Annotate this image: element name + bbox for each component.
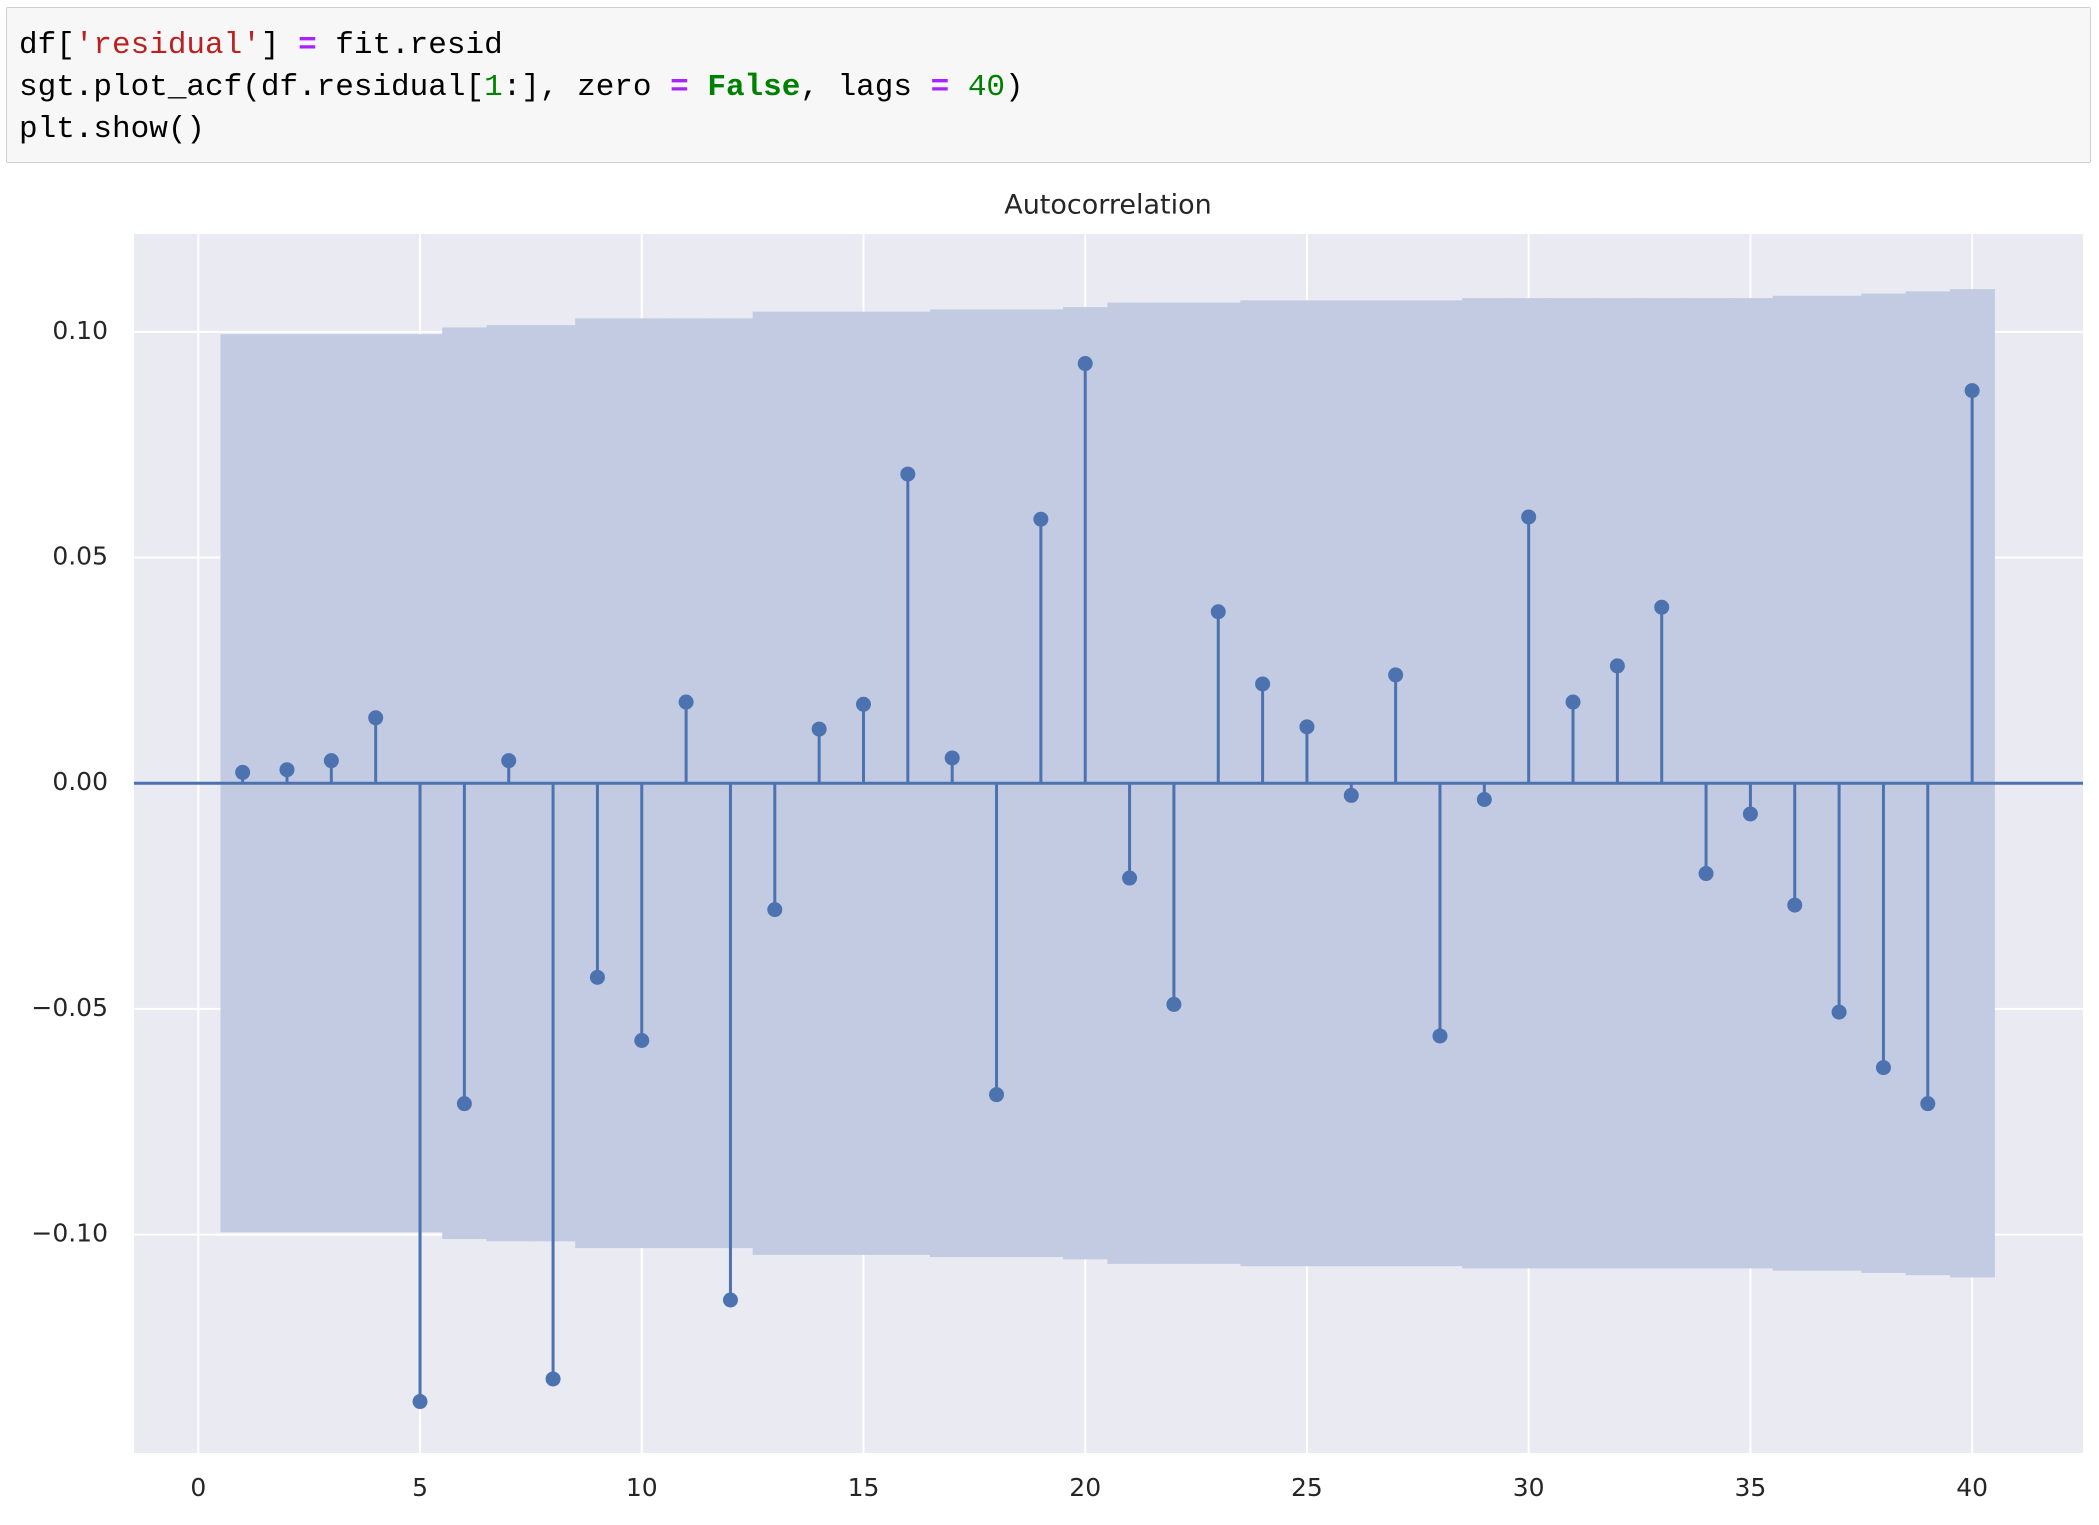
y-tick-label: −0.10 bbox=[31, 1219, 108, 1248]
stem-marker bbox=[855, 696, 871, 712]
code-token: 40 bbox=[967, 70, 1006, 105]
code-cell[interactable]: df['residual'] = fit.resid sgt.plot_acf(d… bbox=[6, 7, 2091, 163]
stem-marker bbox=[1388, 667, 1404, 683]
stem-marker bbox=[1077, 356, 1093, 372]
y-tick-label: 0.10 bbox=[52, 316, 108, 345]
stem-marker bbox=[1698, 866, 1714, 882]
stem-marker bbox=[1166, 996, 1182, 1012]
stem-marker bbox=[1255, 676, 1271, 692]
code-token: ) bbox=[1005, 70, 1024, 105]
x-tick-label: 15 bbox=[848, 1473, 880, 1502]
stem-marker bbox=[1210, 604, 1226, 620]
stem-marker bbox=[1920, 1096, 1936, 1112]
code-token: 1 bbox=[484, 70, 503, 105]
code-token: sgt.plot_acf(df.residual[ bbox=[19, 70, 485, 105]
code-token: 'residual' bbox=[74, 28, 261, 63]
code-token: :], zero bbox=[502, 70, 671, 105]
code-token: df[ bbox=[19, 28, 75, 63]
stem-marker bbox=[1122, 870, 1138, 886]
y-tick-label: 0.00 bbox=[52, 767, 108, 796]
code-token: ] bbox=[260, 28, 299, 63]
code-line: sgt.plot_acf(df.residual[1:], zero = Fal… bbox=[19, 68, 1024, 108]
y-tick-label: 0.05 bbox=[52, 542, 108, 571]
stem-marker bbox=[767, 902, 783, 918]
stem-marker bbox=[1609, 658, 1625, 674]
stem-marker bbox=[1875, 1060, 1891, 1076]
code-token: plt.show() bbox=[19, 112, 206, 147]
stem-marker bbox=[811, 721, 827, 737]
code-token: , lags bbox=[800, 70, 931, 105]
stem-marker bbox=[722, 1292, 738, 1308]
code-token: False bbox=[707, 70, 801, 105]
stem-marker bbox=[634, 1032, 650, 1048]
stem-marker bbox=[412, 1394, 428, 1410]
stem-marker bbox=[989, 1087, 1005, 1103]
stem-marker bbox=[1565, 694, 1581, 710]
x-tick-label: 10 bbox=[626, 1473, 658, 1502]
stem-marker bbox=[1521, 509, 1537, 525]
code-token: = bbox=[930, 70, 950, 105]
stem-marker bbox=[1831, 1004, 1847, 1020]
stem-marker bbox=[1742, 806, 1758, 822]
stem-marker bbox=[1964, 383, 1980, 399]
x-tick-label: 40 bbox=[1956, 1473, 1988, 1502]
y-tick-label: −0.05 bbox=[31, 993, 108, 1022]
x-tick-label: 35 bbox=[1734, 1473, 1766, 1502]
x-tick-label: 0 bbox=[190, 1473, 206, 1502]
stem-marker bbox=[678, 694, 694, 710]
code-token: fit.resid bbox=[316, 28, 503, 63]
stem-marker bbox=[501, 753, 517, 769]
stem-marker bbox=[1033, 511, 1049, 527]
code-token: = bbox=[670, 70, 689, 105]
code-line: df['residual'] = fit.resid bbox=[19, 26, 503, 66]
stem-marker bbox=[235, 764, 251, 780]
stem-marker bbox=[944, 750, 960, 766]
stem-marker bbox=[279, 762, 295, 778]
stem-marker bbox=[1476, 791, 1492, 807]
code-line: plt.show() bbox=[19, 110, 205, 150]
stem-marker bbox=[1299, 719, 1315, 735]
stem-marker bbox=[1787, 897, 1803, 913]
x-tick-label: 30 bbox=[1513, 1473, 1545, 1502]
stem-marker bbox=[368, 710, 384, 726]
stem-marker bbox=[1654, 599, 1670, 615]
stem-marker bbox=[1343, 787, 1359, 803]
stem-marker bbox=[900, 466, 916, 482]
x-tick-label: 20 bbox=[1069, 1473, 1101, 1502]
stem-marker bbox=[545, 1371, 561, 1387]
code-token: = bbox=[298, 28, 317, 63]
stem-marker bbox=[589, 969, 605, 985]
x-tick-label: 25 bbox=[1291, 1473, 1323, 1502]
stem-marker bbox=[1432, 1028, 1448, 1044]
chart-title: Autocorrelation bbox=[1004, 190, 1212, 221]
stem-marker bbox=[456, 1096, 472, 1112]
stem-marker bbox=[323, 753, 339, 769]
x-tick-label: 5 bbox=[412, 1473, 428, 1502]
